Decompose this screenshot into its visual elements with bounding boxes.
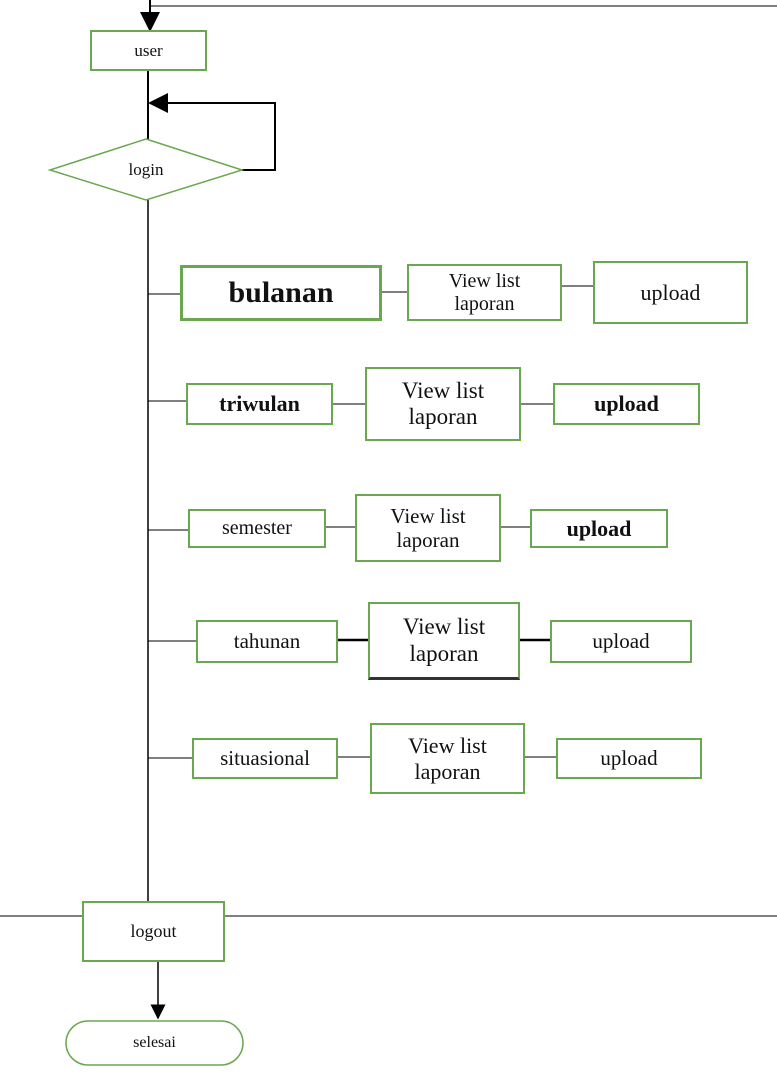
upload-node: upload [556, 738, 702, 779]
semester-label: semester [222, 517, 292, 539]
view-list-laporan-label: View list laporan [408, 733, 487, 784]
upload-label: upload [640, 279, 701, 305]
logout-label: logout [130, 921, 177, 942]
bulanan-node: bulanan [180, 265, 382, 321]
logout-node: logout [82, 901, 225, 962]
view-list-laporan-label: View list laporan [448, 269, 521, 315]
upload-node: upload [593, 261, 748, 324]
upload-label: upload [592, 629, 650, 654]
upload-node: upload [530, 509, 668, 548]
upload-label: upload [600, 746, 658, 771]
user-node: user [90, 30, 207, 71]
view-list-laporan-label: View list laporan [390, 503, 466, 552]
situasional-node: situasional [192, 738, 338, 779]
login-label: login [128, 160, 164, 179]
view-list-laporan-node: View list laporan [365, 367, 521, 441]
selesai-terminator-shape [65, 1020, 244, 1066]
upload-node: upload [550, 620, 692, 663]
triwulan-label: triwulan [219, 391, 300, 417]
user-label: user [134, 40, 163, 60]
selesai-label: selesai [133, 1034, 176, 1051]
view-list-laporan-node: View list laporan [370, 723, 525, 794]
view-list-laporan-node: View list laporan [355, 494, 501, 562]
upload-label: upload [566, 515, 632, 541]
situasional-label: situasional [220, 746, 310, 771]
tahunan-node: tahunan [196, 620, 338, 663]
bulanan-label: bulanan [228, 275, 334, 309]
login-diamond-shape [47, 138, 245, 201]
view-list-laporan-node: View list laporan [368, 602, 520, 680]
triwulan-node: triwulan [186, 383, 333, 425]
view-list-laporan-label: View list laporan [401, 377, 485, 429]
semester-node: semester [188, 509, 326, 548]
view-list-laporan-label: View list laporan [402, 614, 486, 666]
upload-label: upload [594, 391, 659, 417]
upload-node: upload [553, 383, 700, 425]
view-list-laporan-node: View list laporan [407, 264, 562, 321]
login-retry-loop [148, 93, 276, 171]
tahunan-label: tahunan [233, 629, 301, 654]
